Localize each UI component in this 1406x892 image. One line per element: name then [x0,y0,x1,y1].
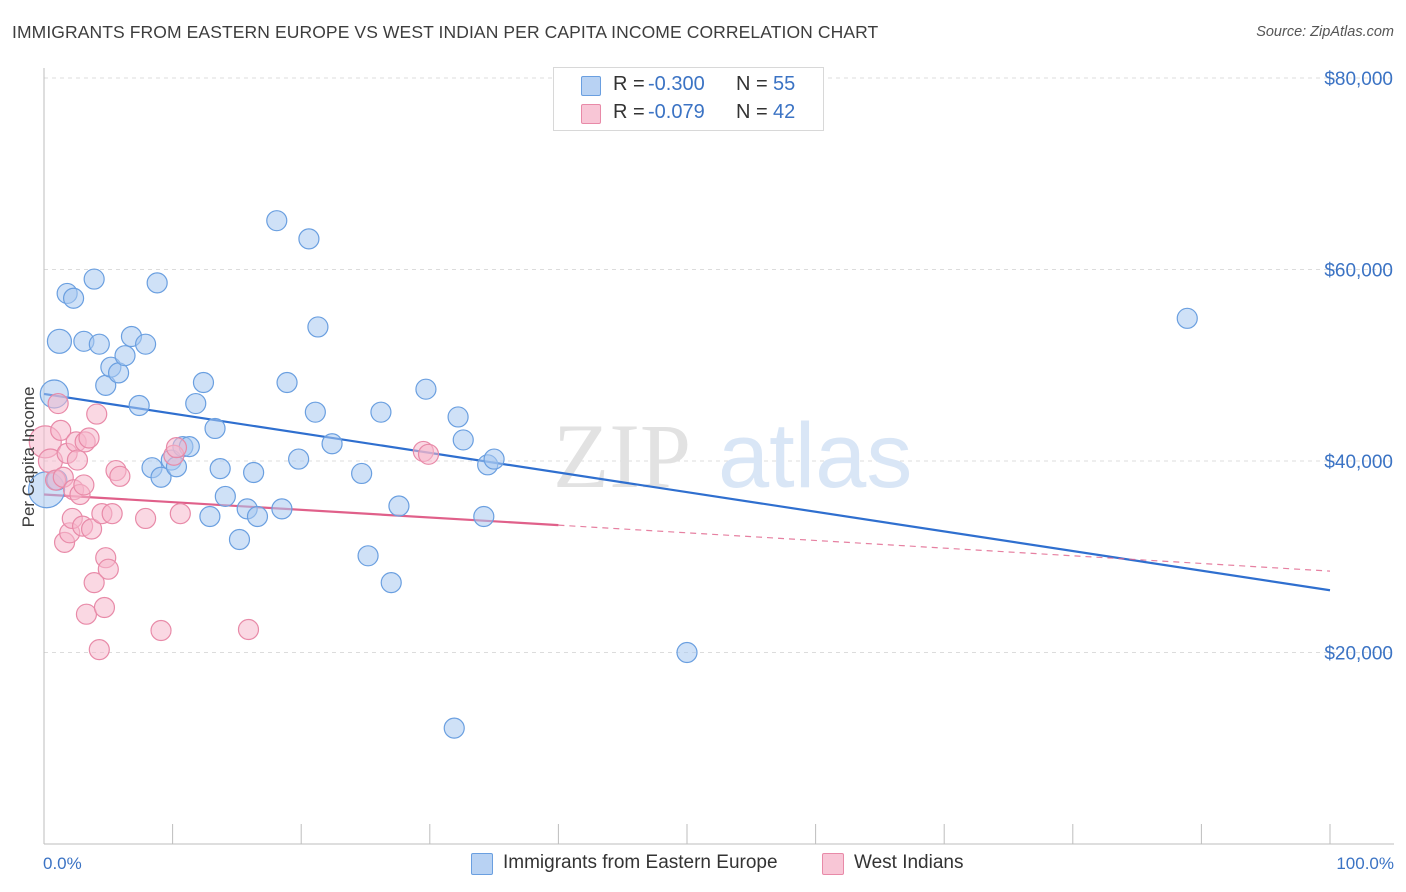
point-west-indians [50,419,72,441]
gridlines [44,77,1394,653]
legend-r-label: R = [613,101,645,123]
legend-r-value: -0.079 [648,101,705,123]
point-eastern-europe [380,572,402,594]
point-west-indians [75,603,98,625]
axes [43,68,1394,845]
legend-n-label: N = [736,101,768,123]
legend-r-label: R = [613,73,645,95]
y-tick-label: $20,000 [1324,644,1393,665]
series-legend-label: Immigrants from Eastern Europe [503,852,778,873]
point-west-indians [237,618,260,641]
point-eastern-europe [46,328,73,354]
trend-lines [43,392,1331,592]
point-eastern-europe [228,528,251,551]
point-eastern-europe [199,505,221,528]
series-swatch-pink [822,853,844,875]
point-west-indians [86,403,108,425]
watermark-zip: ZIP [553,405,691,507]
point-eastern-europe [114,345,136,367]
point-eastern-europe [214,485,236,508]
point-west-indians [165,436,188,459]
y-tick-labels: $20,000 $40,000 $60,000 $80,000 [1324,69,1393,665]
trend-line-west-indians [43,493,559,527]
point-west-indians [80,518,103,540]
point-eastern-europe [276,371,298,394]
x-tick-label-max: 100.0% [1336,854,1394,873]
point-eastern-europe [204,417,226,440]
point-eastern-europe [209,458,231,480]
y-tick-label: $40,000 [1324,452,1393,473]
point-eastern-europe [298,228,320,250]
point-eastern-europe [128,394,150,417]
point-eastern-europe [1176,307,1198,329]
point-eastern-europe [246,505,269,528]
point-eastern-europe [271,498,293,520]
legend-swatch-blue [581,76,601,96]
y-tick-label: $80,000 [1324,69,1393,90]
point-eastern-europe [304,401,326,423]
data-points [27,210,1198,739]
point-west-indians [109,465,131,487]
point-eastern-europe [307,316,329,338]
point-west-indians [73,474,95,496]
point-eastern-europe [243,461,265,484]
point-west-indians [93,596,116,619]
point-west-indians [83,572,105,594]
point-eastern-europe [351,462,373,485]
point-eastern-europe [83,268,105,290]
point-eastern-europe [288,448,310,470]
correlation-legend: R = -0.300 N = 55 R = -0.079 N = 42 [553,67,824,131]
point-west-indians [150,619,172,642]
point-eastern-europe [676,641,698,664]
point-eastern-europe [62,287,85,309]
point-west-indians [417,443,440,465]
point-eastern-europe [388,495,410,517]
point-west-indians [169,503,191,525]
legend-row-eastern-europe: R = -0.300 N = 55 [554,73,823,99]
legend-n-label: N = [736,73,768,95]
point-west-indians [88,639,110,661]
x-tick-label-min: 0.0% [43,854,82,873]
y-tick-label: $60,000 [1324,261,1393,282]
point-eastern-europe [370,401,392,423]
point-eastern-europe [134,333,157,355]
watermark-atlas: atlas [718,405,912,507]
y-axis-label: Per Capita Income [19,387,38,528]
point-eastern-europe [150,466,172,488]
series-swatch-blue [471,853,493,875]
point-west-indians [78,427,100,449]
series-legend: Immigrants from Eastern Europe West Indi… [0,851,1406,879]
point-eastern-europe [321,433,343,455]
point-eastern-europe [88,333,110,355]
legend-row-west-indians: R = -0.079 N = 42 [554,101,823,127]
point-eastern-europe [483,448,505,470]
trend-line-eastern-europe [43,392,1331,592]
point-eastern-europe [357,545,379,567]
legend-r-value: -0.300 [648,73,705,95]
watermark: ZIP atlas [553,405,912,507]
point-eastern-europe [473,505,495,528]
point-eastern-europe [146,272,168,294]
source-credit: Source: ZipAtlas.com [1256,24,1394,40]
series-legend-label: West Indians [854,852,964,873]
point-eastern-europe [192,371,215,394]
point-west-indians [47,392,69,415]
point-west-indians [97,558,119,580]
chart-title: IMMIGRANTS FROM EASTERN EUROPE VS WEST I… [12,22,879,42]
legend-n-value: 42 [773,101,796,123]
point-eastern-europe [447,406,469,428]
point-eastern-europe [443,717,465,739]
legend-swatch-pink [581,104,601,124]
point-eastern-europe [452,429,474,451]
point-eastern-europe [415,378,437,400]
point-eastern-europe [185,392,207,415]
point-west-indians [134,507,157,530]
point-west-indians [101,503,123,525]
legend-n-value: 55 [773,73,796,95]
trend-line-west-indians-extrapolated [558,524,1331,572]
point-eastern-europe [266,210,288,232]
point-west-indians [66,449,89,471]
